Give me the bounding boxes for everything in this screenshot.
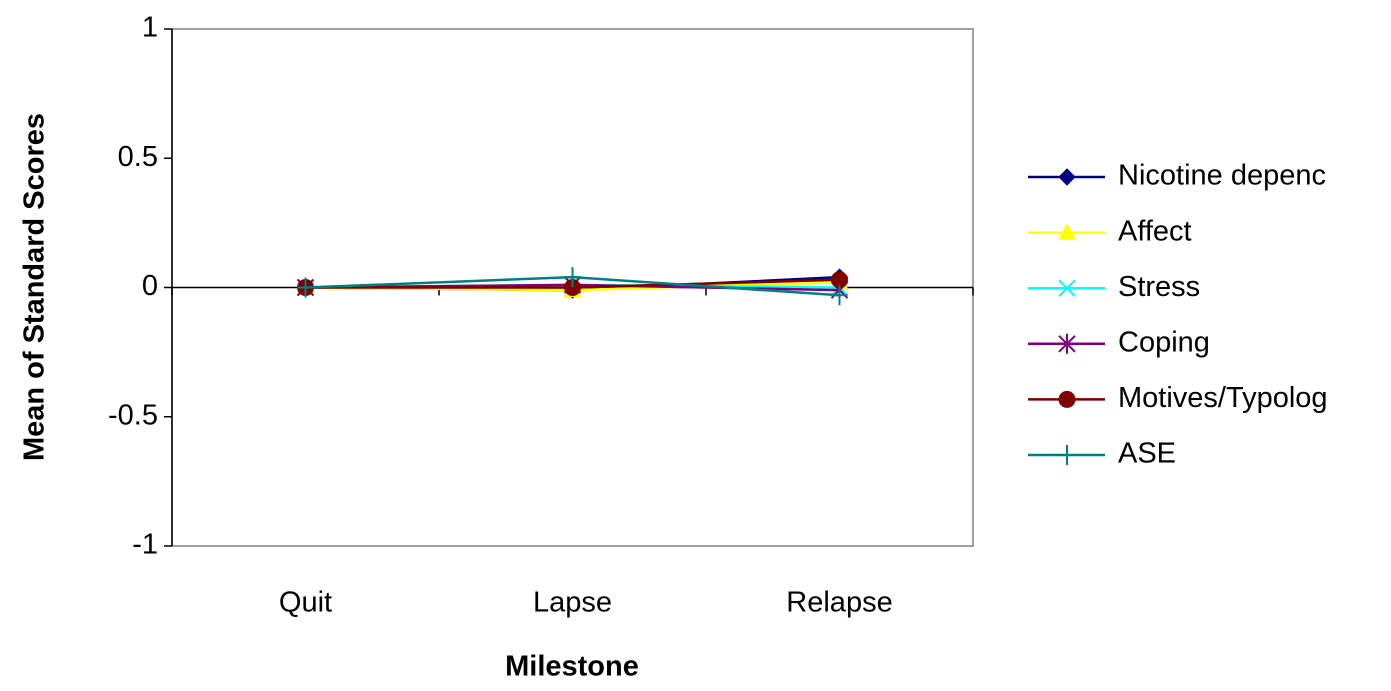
legend-label: Affect [1118,215,1192,247]
marker [1058,168,1076,186]
y-tick-label: -0.5 [108,399,158,431]
y-tick-label: -1 [132,529,158,561]
x-axis-label: Milestone [505,651,639,683]
y-tick-label: 0 [142,270,158,302]
x-tick-label: Relapse [786,587,892,619]
y-tick-label: 0.5 [118,141,158,173]
legend-label: Stress [1118,271,1200,303]
marker [1058,390,1076,408]
legend-label: Nicotine depenc [1118,160,1326,192]
y-axis-label: Mean of Standard Scores [19,113,51,461]
marker [1058,223,1076,240]
legend-label: Coping [1118,326,1210,358]
legend-label: Motives/Typolog [1118,382,1328,414]
y-tick-label: 1 [142,12,158,44]
marker [1058,279,1076,297]
x-tick-label: Quit [279,587,332,619]
marker [297,277,314,298]
marker [831,285,848,306]
marker [1059,445,1075,465]
legend-label: ASE [1118,438,1176,470]
marker [564,267,581,288]
marker [1058,333,1076,354]
x-tick-label: Lapse [533,587,612,619]
